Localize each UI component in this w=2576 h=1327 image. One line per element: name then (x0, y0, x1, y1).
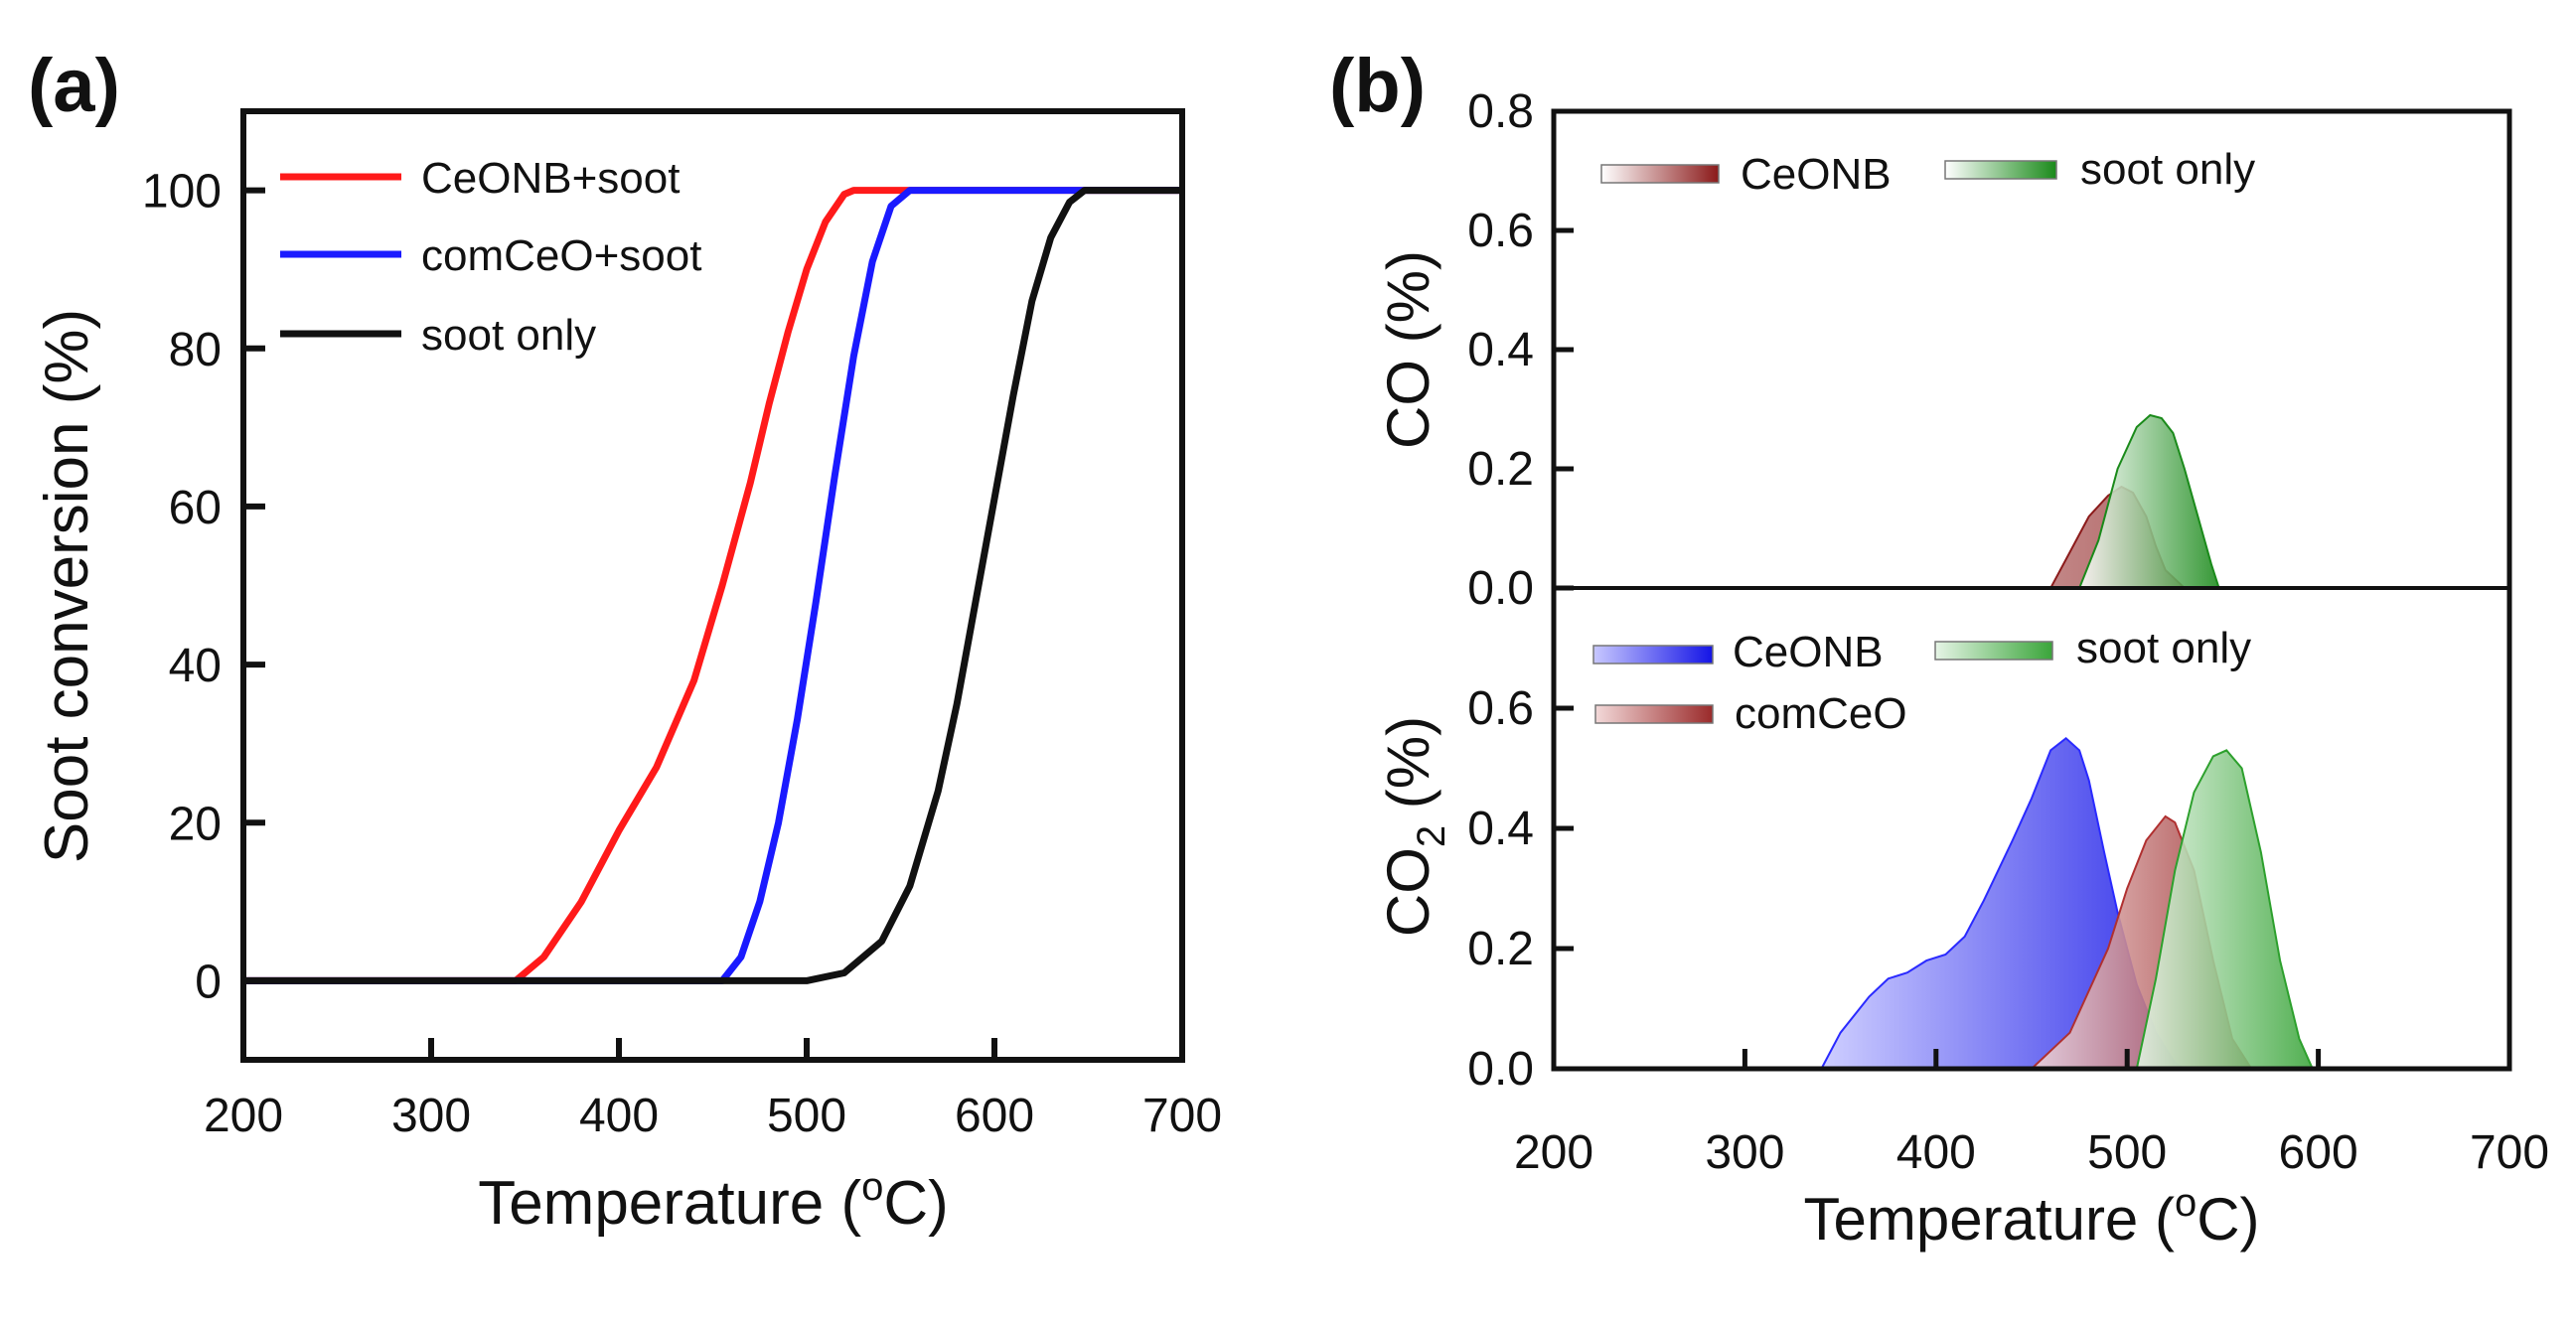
legend-label-ceonb-soot: CeONB+soot (421, 154, 680, 203)
panel-b-series (1620, 413, 2342, 1070)
panel-a-series (243, 187, 1182, 984)
panel-a-ticks: 200 300 400 500 600 700 0 20 40 60 80 100 (142, 166, 1222, 1142)
legend-swatch-co2-ceonb (1592, 645, 1714, 664)
x-tick-label: 200 (204, 1090, 283, 1142)
b-x-tick-label: 500 (2087, 1126, 2167, 1179)
co2-y-tick-label: 0.0 (1467, 1043, 1534, 1096)
area-co-ceonb (1620, 485, 2342, 589)
panel-a: (a) 200 300 400 500 600 700 0 20 40 60 80 100 CeONB… (28, 44, 1222, 1238)
legend-swatch-co2-soot-only (1934, 641, 2053, 661)
co-y-tick-label: 0.8 (1467, 85, 1534, 138)
b-x-tick-label: 700 (2470, 1126, 2549, 1179)
legend-label-co2-ceonb: CeONB (1733, 628, 1884, 676)
b-x-tick-label: 400 (1896, 1126, 1976, 1179)
area-co2-soot-only (2135, 749, 2315, 1070)
co-y-tick-label: 0.6 (1467, 205, 1534, 257)
series-line-soot-only (243, 187, 1182, 984)
legend-swatch-co-ceonb (1600, 164, 1720, 184)
panel-a-y-axis-title: Soot conversion (%) (33, 309, 101, 863)
y-tick-label: 40 (169, 640, 222, 692)
co-y-tick-label: 0.0 (1467, 562, 1534, 615)
area-co-soot-only (2077, 413, 2220, 589)
panel-b-top-legend: CeONB soot only (1600, 145, 2255, 199)
legend-swatch-co2-comceo (1594, 704, 1714, 724)
legend-swatch-co-soot-only (1944, 160, 2057, 180)
co-y-tick-label: 0.4 (1467, 324, 1534, 376)
panel-b-ticks: 0.0 0.2 0.4 0.6 0.8 0.0 0.2 0.4 0.6 200 300 400 500 6… (1467, 85, 2549, 1179)
y-tick-label: 0 (195, 956, 222, 1008)
legend-label-co2-comceo: comCeO (1735, 689, 1907, 738)
series-line-comceo-soot (243, 187, 1182, 984)
panel-b-x-axis-title: Temperature (oC) (1803, 1181, 2259, 1253)
series-line-ceonb-soot (243, 187, 1182, 984)
panel-b-co2-axis-title: CO2 (%) (1375, 716, 1453, 937)
legend-label-soot-only: soot only (421, 311, 596, 360)
panel-b-bottom-legend: CeONB soot only comCeO (1592, 624, 2251, 738)
b-x-tick-label: 600 (2279, 1126, 2358, 1179)
co-y-tick-label: 0.2 (1467, 443, 1534, 496)
co2-y-tick-label: 0.2 (1467, 923, 1534, 975)
panel-a-legend: CeONB+soot comCeO+soot soot only (280, 154, 701, 360)
panel-b-label: (b) (1329, 44, 1426, 128)
legend-label-co-soot-only: soot only (2080, 145, 2255, 194)
y-tick-label: 20 (169, 798, 222, 850)
panel-a-x-axis-title: Temperature (oC) (478, 1165, 949, 1238)
panel-b: (b) 0.0 0.2 0.4 0.6 0.8 0.0 0.2 0.4 0.6 200 300 400… (1329, 44, 2549, 1253)
legend-label-comceo-soot: comCeO+soot (421, 231, 701, 280)
y-tick-label: 80 (169, 324, 222, 376)
x-tick-label: 700 (1142, 1090, 1222, 1142)
panel-a-label: (a) (28, 44, 120, 128)
x-tick-label: 500 (767, 1090, 846, 1142)
panel-b-co-axis-title: CO (%) (1375, 250, 1441, 449)
b-x-tick-label: 200 (1514, 1126, 1593, 1179)
y-tick-label: 60 (169, 482, 222, 534)
co2-y-tick-label: 0.4 (1467, 803, 1534, 855)
co2-y-tick-label: 0.6 (1467, 682, 1534, 735)
y-tick-label: 100 (142, 166, 222, 219)
legend-label-co2-soot-only: soot only (2076, 624, 2251, 672)
legend-label-co-ceonb: CeONB (1741, 150, 1892, 199)
x-tick-label: 300 (391, 1090, 471, 1142)
x-tick-label: 600 (955, 1090, 1034, 1142)
x-tick-label: 400 (579, 1090, 659, 1142)
b-x-tick-label: 300 (1705, 1126, 1784, 1179)
panel-a-frame (240, 108, 1185, 1063)
